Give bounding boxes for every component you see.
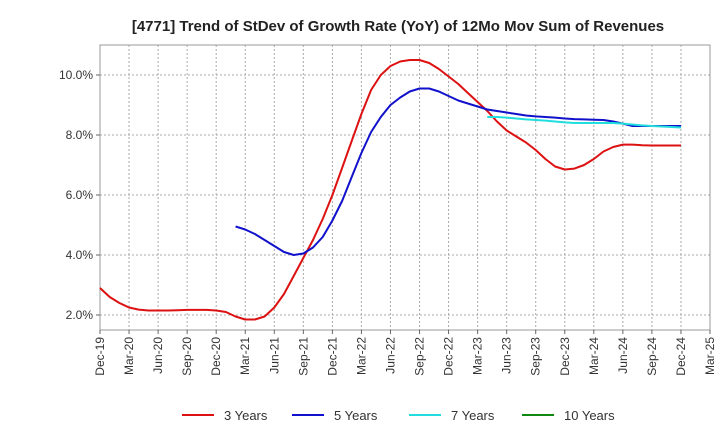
y-tick-label: 2.0% bbox=[66, 308, 94, 322]
x-tick-label: Sep-21 bbox=[296, 337, 310, 376]
x-tick-label: Sep-23 bbox=[529, 337, 543, 376]
legend[interactable]: 3 Years 5 Years 7 Years 10 Years bbox=[182, 408, 615, 423]
series-line-1 bbox=[235, 87, 681, 256]
grid bbox=[99, 45, 711, 330]
y-tick-label: 8.0% bbox=[66, 128, 94, 142]
x-tick-label: Sep-20 bbox=[180, 337, 194, 376]
x-tick-label: Dec-21 bbox=[325, 337, 339, 376]
x-tick-label: Mar-20 bbox=[122, 337, 136, 375]
x-tick-label: Dec-22 bbox=[442, 337, 456, 376]
legend-label: 7 Years bbox=[451, 408, 495, 423]
x-tick-label: Mar-25 bbox=[703, 337, 717, 375]
x-tick-label: Jun-20 bbox=[151, 337, 165, 374]
x-tick-label: Dec-20 bbox=[209, 337, 223, 376]
legend-label: 10 Years bbox=[564, 408, 615, 423]
x-tick-label: Sep-22 bbox=[413, 337, 427, 376]
legend-label: 3 Years bbox=[224, 408, 268, 423]
legend-item-0[interactable]: 3 Years bbox=[182, 408, 268, 423]
y-tick-label: 6.0% bbox=[66, 188, 94, 202]
legend-item-2[interactable]: 7 Years bbox=[409, 408, 495, 423]
x-tick-label: Jun-23 bbox=[500, 337, 514, 374]
x-tick-label: Mar-21 bbox=[238, 337, 252, 375]
x-tick-label: Jun-21 bbox=[267, 337, 281, 374]
x-tick-label: Mar-22 bbox=[354, 337, 368, 375]
x-tick-label: Mar-23 bbox=[471, 337, 485, 375]
x-tick-label: Dec-19 bbox=[93, 337, 107, 376]
legend-item-1[interactable]: 5 Years bbox=[292, 408, 378, 423]
series-line-2 bbox=[487, 116, 682, 129]
x-tick-label: Mar-24 bbox=[587, 337, 601, 375]
x-tick-label: Dec-24 bbox=[674, 337, 688, 376]
x-tick-label: Jun-24 bbox=[616, 337, 630, 374]
x-axis: Dec-19 Mar-20 Jun-20 Sep-20 Dec-20 Mar-21 Jun-… bbox=[93, 330, 717, 376]
series-line-0 bbox=[99, 59, 681, 321]
series-lines bbox=[99, 59, 682, 321]
legend-label: 5 Years bbox=[334, 408, 378, 423]
y-axis: 2.0% 4.0% 6.0% 8.0% 10.0% bbox=[59, 68, 100, 322]
x-tick-label: Jun-22 bbox=[383, 337, 397, 374]
x-tick-label: Dec-23 bbox=[558, 337, 572, 376]
legend-item-3[interactable]: 10 Years bbox=[522, 408, 615, 423]
chart-title: [4771] Trend of StDev of Growth Rate (Yo… bbox=[132, 18, 664, 35]
plot-frame bbox=[99, 44, 711, 331]
y-tick-label: 10.0% bbox=[59, 68, 93, 82]
x-tick-label: Sep-24 bbox=[645, 337, 659, 376]
y-tick-label: 4.0% bbox=[66, 248, 94, 262]
